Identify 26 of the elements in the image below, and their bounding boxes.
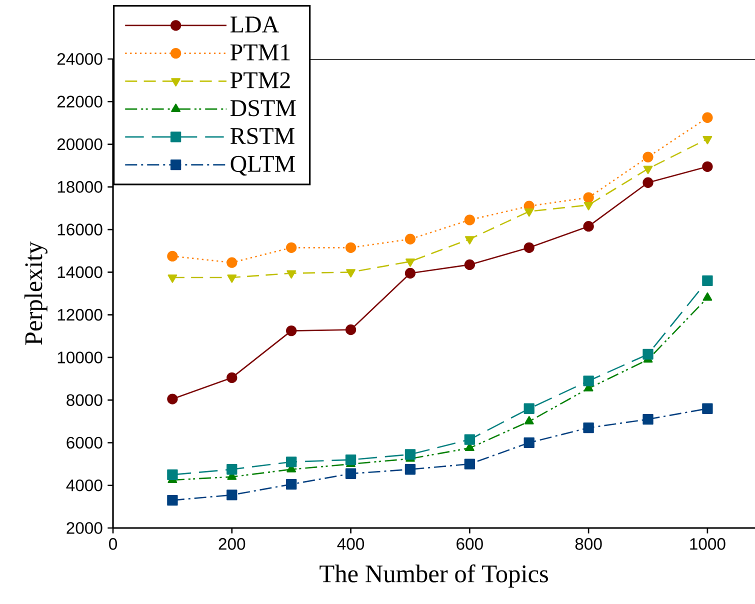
- legend-label: LDA: [230, 16, 279, 32]
- y-tick-label: 18000: [58, 181, 102, 193]
- y-tick-label: 24000: [57, 53, 102, 65]
- x-tick-label: 200: [218, 538, 246, 550]
- y-tick-label: 10000: [58, 352, 102, 364]
- x-tick-label: 400: [337, 538, 364, 550]
- y-tick-label: 4000: [66, 479, 102, 492]
- x-axis-title: The Number of Topics: [320, 564, 548, 588]
- y-tick-label: 8000: [66, 394, 102, 406]
- legend-label: PTM2: [230, 72, 290, 88]
- y-tick-label: 12000: [58, 308, 102, 321]
- y-tick-label: 2000: [66, 522, 102, 534]
- y-axis-title: Perplexity: [24, 242, 48, 345]
- x-tick-label: 600: [456, 538, 483, 550]
- legend-label: DSTM: [230, 100, 296, 116]
- x-tick-label: 800: [575, 538, 602, 550]
- y-tick-label: 20000: [57, 138, 102, 150]
- y-tick-label: 16000: [58, 224, 102, 236]
- legend-label: QLTM: [230, 156, 295, 176]
- y-tick-label: 22000: [57, 96, 102, 108]
- x-tick-label: 0: [109, 538, 117, 550]
- x-tick-label: 1000: [690, 538, 726, 550]
- y-tick-label: 14000: [58, 266, 102, 278]
- y-tick-label: 6000: [66, 436, 102, 449]
- legend-label: PTM1: [230, 44, 290, 60]
- legend-label: RSTM: [230, 128, 294, 144]
